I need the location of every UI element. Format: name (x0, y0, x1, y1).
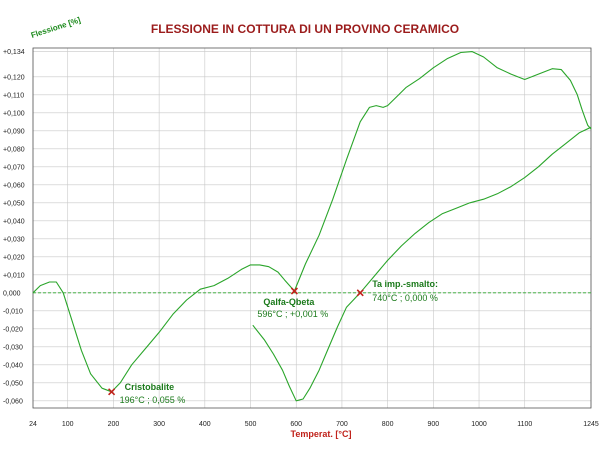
x-tick-label: 700 (336, 421, 348, 428)
chart-title: FLESSIONE IN COTTURA DI UN PROVINO CERAM… (151, 22, 459, 36)
annotations-group: Cristobalite 196°C ; 0,055 % Qalfa-Qbeta 59… (108, 279, 438, 405)
annotation-value-2: 596°C ; +0,001 % (257, 309, 328, 319)
series-group (32, 51, 592, 402)
annotation-value-1: 196°C ; 0,055 % (120, 395, 186, 405)
y-tick-label: -0,020 (3, 326, 23, 333)
x-tick-label: 800 (382, 421, 394, 428)
y-tick-label: +0,100 (3, 110, 25, 117)
y-tick-label: +0,080 (3, 146, 25, 153)
y-tick-label: -0,050 (3, 380, 23, 387)
axes (32, 47, 592, 409)
y-tick-label: +0,020 (3, 254, 25, 261)
y-tick-label: +0,134 (3, 49, 25, 56)
y-tick-label: +0,120 (3, 74, 25, 81)
y-tick-label: -0,030 (3, 344, 23, 351)
y-tick-label: +0,090 (3, 128, 25, 135)
annotation-value-3: 740°C ; 0,000 % (372, 293, 438, 303)
annotation-name-1: Cristobalite (125, 382, 175, 392)
x-tick-labels: 24 100 200 300 400 500 600 700 800 900 1000 1100 124… (29, 421, 599, 428)
x-axis-label: Temperat. [°C] (291, 429, 352, 439)
y-tick-label: +0,070 (3, 164, 25, 171)
annotation-marker-1 (108, 388, 116, 396)
y-tick-labels: +0,134 +0,120 +0,110 +0,100 +0,090 +0,080 +0,0… (3, 49, 25, 405)
x-tick-label: 1000 (471, 421, 487, 428)
series-line-1 (32, 51, 592, 393)
x-tick-label: 500 (245, 421, 257, 428)
y-tick-label: +0,110 (3, 92, 24, 99)
y-tick-label: +0,040 (3, 218, 25, 225)
annotation-name-3: Ta imp.-smalto: (372, 279, 438, 289)
y-tick-label: -0,010 (3, 308, 23, 315)
x-tick-label: 1100 (517, 421, 532, 428)
x-tick-label: 400 (199, 421, 211, 428)
annotation-marker-2 (290, 287, 298, 295)
series-line-2 (252, 126, 592, 402)
annotation-marker-3 (356, 289, 364, 297)
plot-frame (32, 47, 592, 409)
y-tick-label: +0,010 (3, 272, 25, 279)
y-tick-label: -0,060 (3, 398, 23, 405)
y-tick-label: 0,000 (3, 290, 21, 297)
y-tick-label: -0,040 (3, 362, 23, 369)
x-tick-label: 24 (29, 421, 37, 428)
x-tick-label: 900 (427, 421, 439, 428)
x-tick-label: 300 (153, 421, 165, 428)
x-tick-label: 100 (62, 421, 74, 428)
x-tick-label: 600 (290, 421, 302, 428)
y-tick-label: +0,030 (3, 236, 25, 243)
annotation-name-2: Qalfa-Qbeta (263, 297, 315, 307)
grid (32, 48, 592, 408)
y-tick-label: +0,060 (3, 182, 25, 189)
y-tick-label: +0,050 (3, 200, 25, 207)
x-tick-label: 200 (108, 421, 120, 428)
x-tick-label: 1245 (583, 421, 599, 428)
y-axis-label: Flessione [%] (30, 15, 82, 40)
